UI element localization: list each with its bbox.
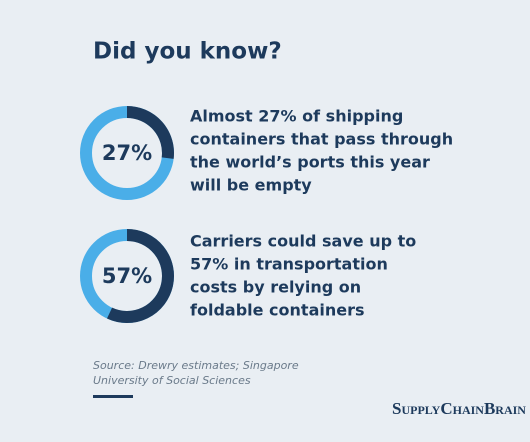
divider <box>93 395 133 398</box>
donut-arc <box>126 106 174 159</box>
donut-label: 57% <box>102 264 152 288</box>
fact-text: 57% in transportation <box>190 255 388 274</box>
fact-text: will be empty <box>190 176 312 195</box>
fact-text: containers that pass through <box>190 130 453 149</box>
donut-arc <box>106 229 174 323</box>
source: University of Social Sciences <box>93 374 251 387</box>
fact-text: Carriers could save up to <box>190 232 416 251</box>
title: Did you know? <box>93 39 282 65</box>
brand: SupplyChainBrain <box>392 399 526 418</box>
fact-text: Almost 27% of shipping <box>190 107 403 126</box>
fact-text: the world’s ports this year <box>190 153 430 172</box>
fact-text: foldable containers <box>190 301 365 320</box>
donut-label: 27% <box>102 141 152 165</box>
fact-text: costs by relying on <box>190 278 361 297</box>
source: Source: Drewry estimates; Singapore <box>93 359 299 372</box>
